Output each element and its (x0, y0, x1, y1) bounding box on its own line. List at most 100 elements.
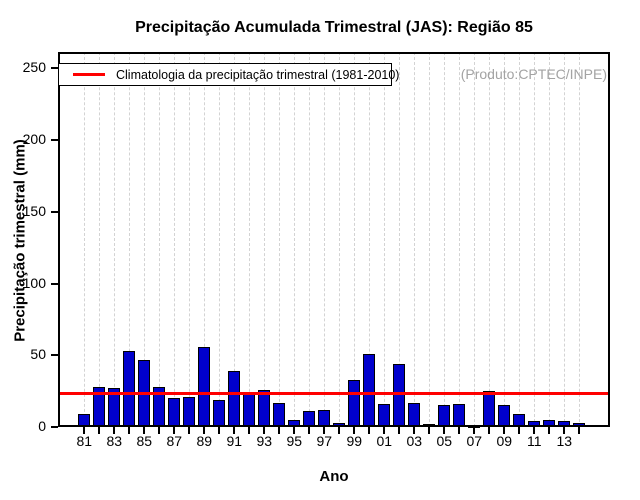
x-axis-tick-label: 01 (376, 433, 393, 449)
x-axis-tick-label: 99 (346, 433, 363, 449)
x-axis-tick (428, 427, 431, 434)
y-axis-tick-label: 150 (22, 202, 46, 219)
x-axis-tick-label: 83 (106, 433, 123, 449)
bar-09 (498, 405, 511, 427)
year-gridline (188, 52, 190, 427)
x-axis-tick-label: 95 (286, 433, 303, 449)
year-gridline (263, 52, 265, 427)
bar-96 (303, 411, 316, 427)
year-gridline (113, 52, 115, 427)
year-gridline (353, 52, 355, 427)
year-gridline (278, 52, 280, 427)
x-axis-tick (488, 427, 491, 434)
year-gridline (308, 52, 310, 427)
legend-box: Climatologia da precipitação trimestral … (58, 63, 399, 86)
x-axis-tick (113, 427, 116, 434)
year-gridline (428, 52, 430, 427)
year-gridline (248, 52, 250, 427)
year-gridline (383, 52, 385, 427)
year-gridline (398, 52, 400, 427)
bar-91 (228, 371, 241, 427)
bar-81 (78, 414, 91, 427)
x-axis-tick (503, 427, 506, 434)
x-axis-tick (353, 427, 356, 434)
year-gridline (368, 52, 370, 427)
bar-88 (183, 396, 196, 427)
x-axis-tick (218, 427, 221, 434)
x-axis-tick (383, 427, 386, 434)
x-axis-tick-label: 89 (196, 433, 213, 449)
year-gridline (143, 52, 145, 427)
x-axis-tick (278, 427, 281, 434)
year-gridline (293, 52, 295, 427)
y-axis-tick (51, 67, 58, 70)
y-axis-tick-label: 200 (22, 131, 46, 148)
bar-84 (123, 350, 136, 427)
x-axis-tick-label: 05 (436, 433, 453, 449)
y-axis-tick (51, 354, 58, 357)
x-axis-tick (443, 427, 446, 434)
bar-94 (273, 402, 286, 427)
y-axis-tick-label: 50 (30, 346, 46, 363)
bar-87 (168, 398, 181, 427)
producer-watermark: (Produto:CPTEC/INPE) (460, 66, 607, 82)
x-axis-tick (293, 427, 296, 434)
x-axis-tick (248, 427, 251, 434)
bar-01 (378, 404, 391, 427)
x-axis-tick-label: 87 (166, 433, 183, 449)
x-axis-tick-label: 11 (527, 433, 542, 449)
year-gridline (323, 52, 325, 427)
year-gridline (173, 52, 175, 427)
y-axis-tick-label: 250 (22, 59, 46, 76)
x-axis-tick (308, 427, 311, 434)
bar-90 (213, 399, 226, 427)
year-gridline (413, 52, 415, 427)
year-gridline (533, 52, 535, 427)
year-gridline (548, 52, 550, 427)
y-axis-tick (51, 282, 58, 285)
x-axis-tick (203, 427, 206, 434)
year-gridline (578, 52, 580, 427)
bar-00 (363, 353, 376, 427)
climatology-line-icon (73, 73, 105, 76)
y-axis-tick (51, 210, 58, 213)
climatology-line (58, 392, 610, 396)
x-axis-tick-label: 13 (556, 433, 573, 449)
bar-10 (513, 414, 526, 427)
x-axis-tick (143, 427, 146, 434)
y-axis-tick (51, 139, 58, 142)
bar-06 (453, 404, 466, 427)
x-axis-tick (563, 427, 566, 434)
year-gridline (563, 52, 565, 427)
legend-label: Climatologia da precipitação trimestral … (116, 67, 400, 82)
bar-89 (198, 346, 211, 427)
y-axis-tick-label: 100 (22, 274, 46, 291)
year-gridline (338, 52, 340, 427)
bar-99 (348, 379, 361, 427)
bar-05 (438, 405, 451, 427)
year-gridline (128, 52, 130, 427)
year-gridline (488, 52, 490, 427)
x-axis-tick (368, 427, 371, 434)
x-axis-tick-label: 85 (136, 433, 153, 449)
x-axis-tick (173, 427, 176, 434)
x-axis-label: Ano (319, 468, 349, 485)
x-axis-tick (323, 427, 326, 434)
year-gridline (203, 52, 205, 427)
y-axis-label: Precipitação trimestral (mm) (11, 139, 29, 342)
bar-92 (243, 393, 256, 427)
year-gridline (473, 52, 475, 427)
year-gridline (443, 52, 445, 427)
x-axis-tick (578, 427, 581, 434)
x-axis-tick (83, 427, 86, 434)
x-axis-tick (128, 427, 131, 434)
x-axis-tick (263, 427, 266, 434)
year-gridline (218, 52, 220, 427)
x-axis-tick (98, 427, 101, 434)
bar-03 (408, 402, 421, 427)
year-gridline (233, 52, 235, 427)
y-axis-tick-label: 0 (38, 418, 46, 434)
x-axis-tick-label: 09 (496, 433, 513, 449)
chart-title: Precipitação Acumulada Trimestral (JAS):… (135, 19, 533, 36)
x-axis-tick (233, 427, 236, 434)
